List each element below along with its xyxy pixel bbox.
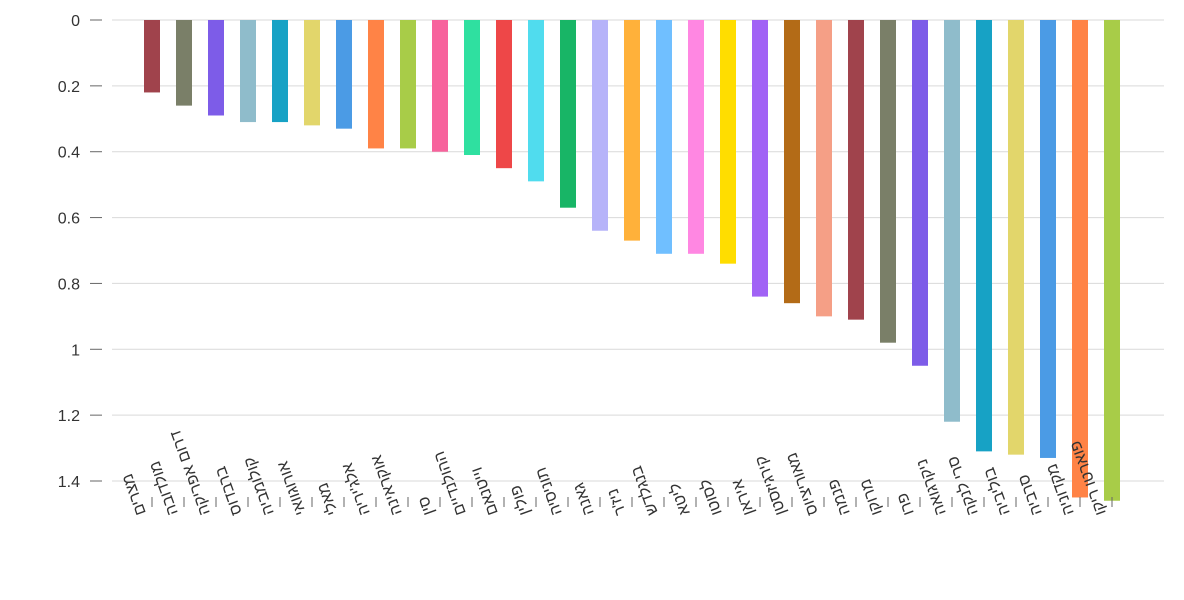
- y-tick-label: 1.2: [58, 408, 80, 425]
- bar: [368, 20, 384, 149]
- x-tick-label: ניקרגואה: [914, 456, 950, 517]
- x-tick-label: מרוקו: [857, 477, 886, 518]
- x-tick-label: אלג'יריה: [338, 461, 374, 518]
- bar: [976, 20, 992, 452]
- x-tick-label: בוליביה: [980, 465, 1014, 518]
- x-tick-label: סין: [415, 494, 437, 517]
- bar: [272, 20, 288, 123]
- bar: [240, 20, 256, 123]
- x-tick-label: תוניסיה: [533, 465, 566, 518]
- x-tick-label: לסוטו: [696, 476, 726, 517]
- bar: [304, 20, 320, 126]
- bar: [528, 20, 544, 182]
- bar: [496, 20, 512, 169]
- bar: [336, 20, 352, 129]
- bar: [144, 20, 160, 93]
- bar: [816, 20, 832, 317]
- bar: [208, 20, 224, 116]
- y-tick-label: 0.2: [58, 79, 80, 96]
- bar: [1104, 20, 1120, 501]
- x-tick-label: סרי לנקה: [944, 454, 982, 518]
- bar: [656, 20, 672, 254]
- bar: [432, 20, 448, 152]
- x-tick-label: פולין: [506, 483, 533, 518]
- x-tick-label: ברבדוס: [212, 464, 245, 518]
- bar: [752, 20, 768, 297]
- bar: [720, 20, 736, 264]
- bar: [688, 20, 704, 254]
- y-tick-label: 0.8: [58, 276, 80, 293]
- y-tick-label: 0.4: [58, 145, 80, 162]
- bar: [592, 20, 608, 231]
- x-tick-label: איראן: [729, 477, 758, 518]
- x-tick-label: גאנה: [570, 480, 597, 517]
- bar: [1072, 20, 1088, 498]
- bar: [784, 20, 800, 304]
- x-tick-label: מצרים: [119, 471, 150, 517]
- bar: [1008, 20, 1024, 455]
- bar: [848, 20, 864, 320]
- bar: [400, 20, 416, 149]
- y-tick-label: 1.4: [58, 474, 80, 491]
- bar: [176, 20, 192, 106]
- x-tick-label: ליטא: [666, 481, 694, 518]
- bar: [464, 20, 480, 156]
- x-tick-label: ניז'ר: [604, 486, 629, 517]
- bar: [880, 20, 896, 343]
- y-tick-label: 0.6: [58, 211, 80, 228]
- x-tick-label: קולומביה: [240, 455, 278, 518]
- y-axis: 0 0.2 0.4 0.6 0.8 1 1.2 1.4: [58, 13, 102, 491]
- x-tick-label: פרו: [894, 491, 918, 518]
- bar: [1040, 20, 1056, 458]
- bar: [912, 20, 928, 366]
- x-tick-label: מולדובה: [146, 459, 182, 518]
- bar: [624, 20, 640, 241]
- y-tick-label: 0: [71, 13, 80, 30]
- x-tick-label: פנמה: [825, 477, 854, 518]
- x-tick-label: אורוגוואי: [275, 459, 310, 518]
- bars: [144, 20, 1120, 501]
- x-tick-label: סרביה: [1015, 472, 1045, 517]
- x-tick-label: אוקראינה: [368, 453, 405, 518]
- x-tick-label: קירגיזסטן: [753, 453, 790, 517]
- x-tick-label: מאוריציוס: [783, 450, 821, 517]
- y-tick-label: 1: [71, 342, 80, 359]
- bar: [560, 20, 576, 208]
- x-tick-label: בנגלדש: [627, 463, 662, 518]
- bar: [944, 20, 960, 422]
- x-tick-label: מאלי: [313, 480, 341, 518]
- x-tick-label: וייטנאם: [469, 465, 502, 518]
